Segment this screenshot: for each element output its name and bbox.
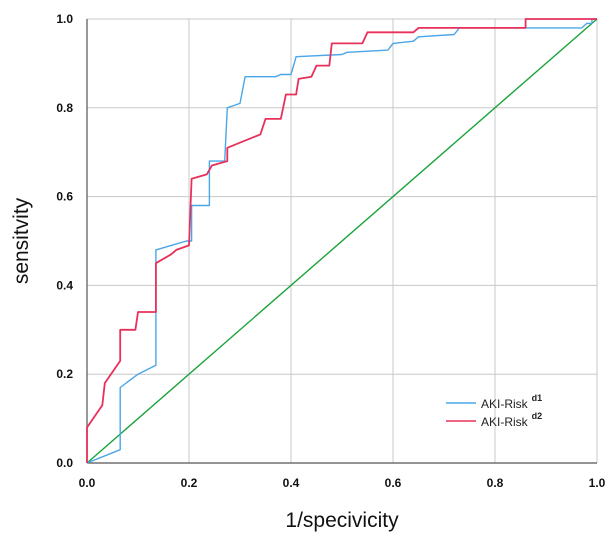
series-lines bbox=[86, 18, 598, 464]
x-tick-label: 0.2 bbox=[181, 476, 198, 490]
y-axis-title: sensitvity bbox=[10, 197, 33, 284]
x-tick-label: 0.4 bbox=[283, 476, 300, 490]
x-tick-label: 0.8 bbox=[487, 476, 504, 490]
legend: AKI-Risk d1 AKI-Risk d2 bbox=[446, 393, 542, 429]
legend-name-d2: AKI-Risk bbox=[481, 415, 529, 429]
x-tick-label: 1.0 bbox=[589, 476, 606, 490]
x-tick-label: 0.6 bbox=[385, 476, 402, 490]
legend-sup-d1: d1 bbox=[532, 393, 543, 403]
legend-name-d1: AKI-Risk bbox=[481, 397, 529, 411]
legend-sup-d2: d2 bbox=[532, 411, 543, 421]
reference-diagonal-line bbox=[86, 18, 598, 464]
y-tick-label: 0.6 bbox=[56, 190, 73, 204]
grid bbox=[87, 18, 598, 463]
legend-label-d2: AKI-Risk d2 bbox=[481, 411, 542, 429]
x-tick-label: 0.0 bbox=[79, 476, 96, 490]
y-tick-label: 0.0 bbox=[56, 456, 73, 470]
roc-line-aki-risk-d2 bbox=[86, 18, 597, 463]
y-tick-label: 0.8 bbox=[56, 101, 73, 115]
tick-labels: 0.0 0.2 0.4 0.6 0.8 1.0 0.0 0.2 0.4 0.6 0.8 1.0 bbox=[56, 12, 605, 490]
legend-label-d1: AKI-Risk d1 bbox=[481, 393, 542, 411]
x-axis-title: 1/specivicity bbox=[285, 509, 399, 532]
roc-line-aki-risk-d1 bbox=[86, 18, 597, 464]
y-tick-label: 0.2 bbox=[56, 367, 73, 381]
y-tick-label: 1.0 bbox=[56, 12, 73, 26]
axes bbox=[86, 19, 597, 464]
y-tick-label: 0.4 bbox=[56, 278, 73, 292]
